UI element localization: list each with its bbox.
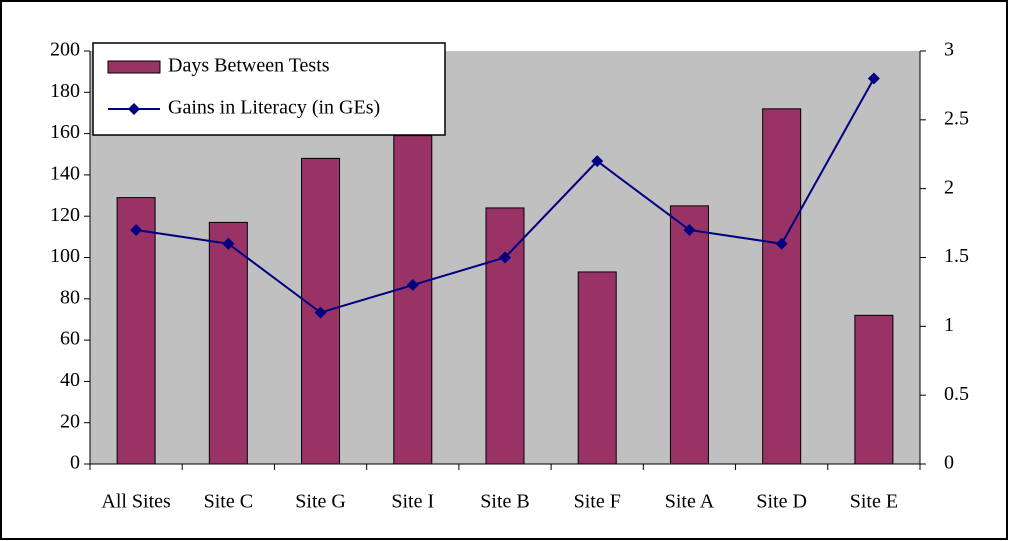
x-tick-label: Site G bbox=[295, 491, 346, 513]
y2-tick-label: 2.5 bbox=[944, 107, 969, 129]
y2-tick-label: 1 bbox=[944, 314, 954, 336]
marker bbox=[591, 155, 604, 168]
x-tick-label: Site C bbox=[204, 491, 253, 513]
y2-tick-label: 2 bbox=[944, 176, 954, 198]
marker bbox=[683, 223, 696, 236]
x-tick-label: All Sites bbox=[101, 491, 171, 513]
y-tick-label: 160 bbox=[50, 121, 80, 143]
legend-swatch bbox=[107, 60, 161, 74]
legend-label: Days Between Tests bbox=[168, 55, 330, 77]
y2-tick-label: 0.5 bbox=[944, 383, 969, 405]
y-tick-label: 200 bbox=[50, 39, 80, 61]
legend-marker bbox=[128, 103, 140, 115]
y-tick-label: 20 bbox=[60, 410, 80, 432]
y-tick-label: 140 bbox=[50, 162, 80, 184]
bar bbox=[762, 108, 802, 465]
bar bbox=[577, 271, 617, 465]
marker bbox=[499, 251, 511, 264]
marker bbox=[222, 237, 235, 250]
x-tick-label: Site F bbox=[574, 491, 621, 513]
marker bbox=[130, 223, 143, 236]
y2-tick-label: 3 bbox=[944, 39, 954, 61]
x-tick-label: Site E bbox=[850, 491, 898, 513]
y2-tick-label: 1.5 bbox=[944, 245, 969, 267]
y-tick-label: 80 bbox=[60, 286, 80, 308]
marker bbox=[775, 237, 788, 250]
marker bbox=[867, 72, 880, 85]
x-tick-label: Site D bbox=[756, 491, 807, 513]
y-tick-label: 60 bbox=[60, 328, 80, 350]
y2-tick-label: 0 bbox=[944, 452, 954, 474]
y-tick-label: 0 bbox=[70, 452, 80, 474]
legend bbox=[92, 42, 446, 136]
marker bbox=[406, 279, 419, 292]
x-tick-label: Site I bbox=[391, 491, 434, 513]
marker bbox=[314, 306, 327, 319]
bar bbox=[854, 314, 894, 465]
bar bbox=[116, 197, 156, 465]
bar bbox=[669, 205, 709, 465]
y-tick-label: 40 bbox=[60, 369, 80, 391]
legend-label: Gains in Literacy (in GEs) bbox=[168, 97, 380, 119]
x-tick-label: Site B bbox=[480, 491, 529, 513]
y-tick-label: 180 bbox=[50, 80, 80, 102]
bar bbox=[393, 135, 433, 465]
x-tick-label: Site A bbox=[665, 491, 715, 513]
bar bbox=[208, 221, 248, 465]
y-tick-label: 120 bbox=[50, 204, 80, 226]
bar bbox=[485, 207, 525, 465]
y-tick-label: 100 bbox=[50, 245, 80, 267]
